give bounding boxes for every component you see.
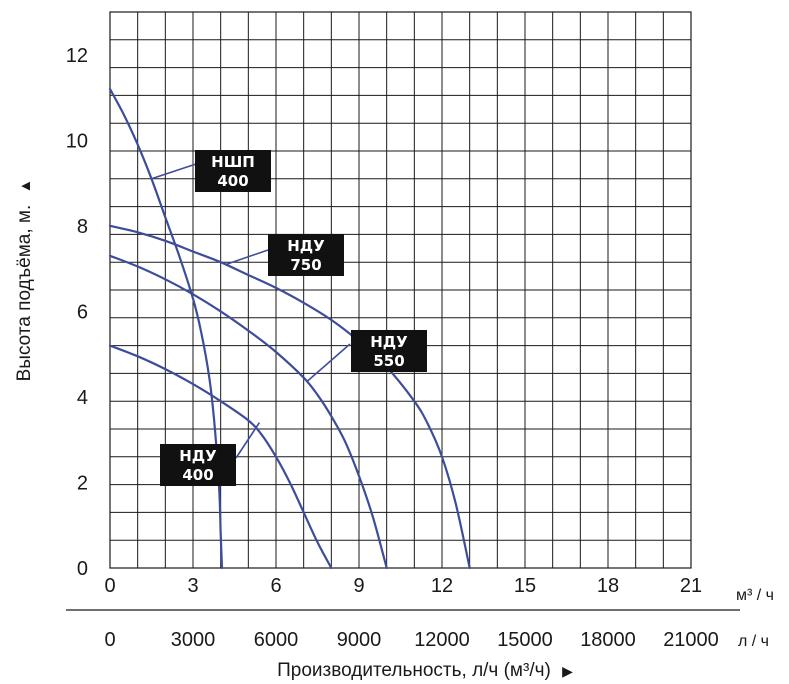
callout-leader-2 <box>305 343 351 383</box>
callout-leader-3 <box>235 422 261 459</box>
y-tick-label: 12 <box>66 45 88 67</box>
curves <box>108 87 471 570</box>
series-line-0 <box>108 87 224 570</box>
series-line-2 <box>108 254 388 570</box>
series-label-box-2 <box>351 330 427 372</box>
x2-tick-label: 3000 <box>171 629 216 651</box>
series-label-text: 400 <box>182 466 213 484</box>
series-label-text: НДУ <box>179 447 217 465</box>
y-tick-label: 2 <box>77 472 88 494</box>
y-tick-label: 6 <box>77 301 88 323</box>
y-tick-labels: 0 2 4 6 8 10 12 <box>66 45 88 580</box>
series-line-1 <box>108 224 471 570</box>
grid <box>110 12 691 568</box>
x2-tick-label: 15000 <box>497 629 553 651</box>
series-label-box-0 <box>195 150 271 192</box>
x-axis-arrow-icon: ▶ <box>562 663 573 679</box>
x2-tick-label: 0 <box>104 629 115 651</box>
x2-tick-label: 21000 <box>663 629 719 651</box>
y-axis-title-text: Высота подъёма, м. <box>14 205 35 382</box>
x-axis-title-text: Производительность, л/ч (м³/ч) <box>277 660 551 681</box>
callout-leader-0 <box>151 163 197 180</box>
x-tick-label: 9 <box>353 575 364 597</box>
x-tick-labels-lh: 0 3000 6000 9000 12000 15000 18000 21000 <box>104 629 718 651</box>
x-unit-lh: л / ч <box>738 633 769 650</box>
series-label-text: НДУ <box>370 333 408 351</box>
series-label-text: 550 <box>373 352 404 370</box>
x-axis-title: Производительность, л/ч (м³/ч) ▶ <box>277 660 573 681</box>
y-axis-arrow-icon: ▲ <box>17 179 34 194</box>
x2-tick-label: 6000 <box>254 629 299 651</box>
x-tick-label: 6 <box>270 575 281 597</box>
x-tick-label: 15 <box>514 575 536 597</box>
series-label-text: НДУ <box>287 237 325 255</box>
callout-leader-1 <box>225 249 269 266</box>
series-label-text: 400 <box>217 172 248 190</box>
x-tick-label: 21 <box>680 575 702 597</box>
y-tick-label: 8 <box>77 216 88 238</box>
x2-tick-label: 9000 <box>337 629 382 651</box>
series-label-box-1 <box>268 234 344 276</box>
y-tick-label: 10 <box>66 130 88 152</box>
x-tick-label: 18 <box>597 575 619 597</box>
x-tick-label: 12 <box>431 575 453 597</box>
series-label-box-3 <box>160 444 236 486</box>
x2-tick-label: 12000 <box>414 629 470 651</box>
y-tick-label: 0 <box>77 558 88 580</box>
plot-frame <box>109 11 692 569</box>
series-label-text: НШП <box>211 153 255 171</box>
y-tick-label: 4 <box>77 387 88 409</box>
x-tick-label: 3 <box>187 575 198 597</box>
x-tick-labels-m3h: 0 3 6 9 12 15 18 21 <box>104 575 702 597</box>
x-unit-m3h: м³ / ч <box>736 587 774 604</box>
y-axis-title: Высота подъёма, м. ▲ <box>14 179 35 382</box>
x2-tick-label: 18000 <box>580 629 636 651</box>
series-label-text: 750 <box>290 256 321 274</box>
x-tick-label: 0 <box>104 575 115 597</box>
svg-text:Высота подъёма, м. ▲: Высота подъёма, м. ▲ <box>14 179 35 382</box>
